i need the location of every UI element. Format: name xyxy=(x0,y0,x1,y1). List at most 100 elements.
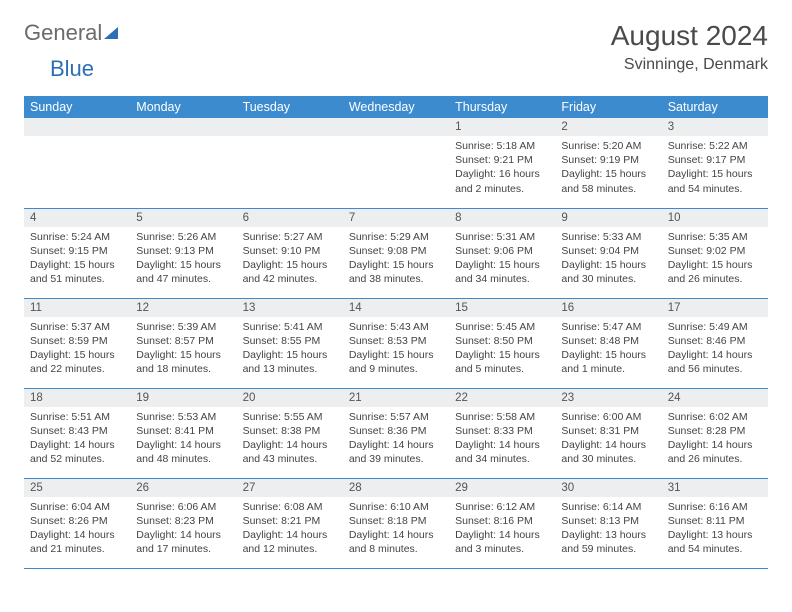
calendar-cell: 25Sunrise: 6:04 AMSunset: 8:26 PMDayligh… xyxy=(24,478,130,568)
calendar-cell: 7Sunrise: 5:29 AMSunset: 9:08 PMDaylight… xyxy=(343,208,449,298)
calendar-cell: 4Sunrise: 5:24 AMSunset: 9:15 PMDaylight… xyxy=(24,208,130,298)
calendar-cell: 9Sunrise: 5:33 AMSunset: 9:04 PMDaylight… xyxy=(555,208,661,298)
location-label: Svinninge, Denmark xyxy=(611,56,768,74)
calendar-cell: 13Sunrise: 5:41 AMSunset: 8:55 PMDayligh… xyxy=(237,298,343,388)
day-number: 21 xyxy=(343,389,449,407)
weekday-header: Sunday xyxy=(24,96,130,118)
page-title: August 2024 xyxy=(611,20,768,52)
day-body: Sunrise: 5:20 AMSunset: 9:19 PMDaylight:… xyxy=(555,136,661,200)
day-number: 10 xyxy=(662,209,768,227)
day-body: Sunrise: 6:02 AMSunset: 8:28 PMDaylight:… xyxy=(662,407,768,471)
calendar-head: SundayMondayTuesdayWednesdayThursdayFrid… xyxy=(24,96,768,118)
day-number: 16 xyxy=(555,299,661,317)
day-number: 18 xyxy=(24,389,130,407)
day-number: 22 xyxy=(449,389,555,407)
day-body: Sunrise: 6:00 AMSunset: 8:31 PMDaylight:… xyxy=(555,407,661,471)
day-number: 31 xyxy=(662,479,768,497)
calendar-cell: 27Sunrise: 6:08 AMSunset: 8:21 PMDayligh… xyxy=(237,478,343,568)
day-number: 28 xyxy=(343,479,449,497)
day-body: Sunrise: 6:16 AMSunset: 8:11 PMDaylight:… xyxy=(662,497,768,561)
day-number: 14 xyxy=(343,299,449,317)
day-number: 26 xyxy=(130,479,236,497)
day-body: Sunrise: 5:31 AMSunset: 9:06 PMDaylight:… xyxy=(449,227,555,291)
calendar-cell: 26Sunrise: 6:06 AMSunset: 8:23 PMDayligh… xyxy=(130,478,236,568)
day-body xyxy=(237,136,343,143)
day-number: 9 xyxy=(555,209,661,227)
day-number: 8 xyxy=(449,209,555,227)
calendar-cell xyxy=(343,118,449,208)
day-body xyxy=(343,136,449,143)
calendar-cell xyxy=(24,118,130,208)
day-number: 24 xyxy=(662,389,768,407)
day-body xyxy=(24,136,130,143)
day-number xyxy=(24,118,130,136)
day-number xyxy=(343,118,449,136)
calendar-table: SundayMondayTuesdayWednesdayThursdayFrid… xyxy=(24,96,768,569)
weekday-header: Wednesday xyxy=(343,96,449,118)
day-number: 17 xyxy=(662,299,768,317)
calendar-cell: 10Sunrise: 5:35 AMSunset: 9:02 PMDayligh… xyxy=(662,208,768,298)
logo-word1: General xyxy=(24,20,102,46)
weekday-header: Monday xyxy=(130,96,236,118)
calendar-cell: 3Sunrise: 5:22 AMSunset: 9:17 PMDaylight… xyxy=(662,118,768,208)
day-body: Sunrise: 5:37 AMSunset: 8:59 PMDaylight:… xyxy=(24,317,130,381)
day-number: 27 xyxy=(237,479,343,497)
calendar-cell: 19Sunrise: 5:53 AMSunset: 8:41 PMDayligh… xyxy=(130,388,236,478)
title-block: August 2024 Svinninge, Denmark xyxy=(611,20,768,74)
calendar-cell: 21Sunrise: 5:57 AMSunset: 8:36 PMDayligh… xyxy=(343,388,449,478)
calendar-cell xyxy=(130,118,236,208)
calendar-week-row: 4Sunrise: 5:24 AMSunset: 9:15 PMDaylight… xyxy=(24,208,768,298)
day-body: Sunrise: 5:33 AMSunset: 9:04 PMDaylight:… xyxy=(555,227,661,291)
day-number: 6 xyxy=(237,209,343,227)
calendar-cell: 11Sunrise: 5:37 AMSunset: 8:59 PMDayligh… xyxy=(24,298,130,388)
day-number: 7 xyxy=(343,209,449,227)
day-body: Sunrise: 6:04 AMSunset: 8:26 PMDaylight:… xyxy=(24,497,130,561)
day-body: Sunrise: 5:55 AMSunset: 8:38 PMDaylight:… xyxy=(237,407,343,471)
calendar-cell: 1Sunrise: 5:18 AMSunset: 9:21 PMDaylight… xyxy=(449,118,555,208)
day-body: Sunrise: 5:51 AMSunset: 8:43 PMDaylight:… xyxy=(24,407,130,471)
calendar-cell: 5Sunrise: 5:26 AMSunset: 9:13 PMDaylight… xyxy=(130,208,236,298)
day-number: 11 xyxy=(24,299,130,317)
day-number: 19 xyxy=(130,389,236,407)
day-number: 13 xyxy=(237,299,343,317)
calendar-week-row: 1Sunrise: 5:18 AMSunset: 9:21 PMDaylight… xyxy=(24,118,768,208)
day-body: Sunrise: 6:10 AMSunset: 8:18 PMDaylight:… xyxy=(343,497,449,561)
calendar-cell: 6Sunrise: 5:27 AMSunset: 9:10 PMDaylight… xyxy=(237,208,343,298)
day-number: 20 xyxy=(237,389,343,407)
calendar-cell: 28Sunrise: 6:10 AMSunset: 8:18 PMDayligh… xyxy=(343,478,449,568)
calendar-body: 1Sunrise: 5:18 AMSunset: 9:21 PMDaylight… xyxy=(24,118,768,568)
calendar-cell: 17Sunrise: 5:49 AMSunset: 8:46 PMDayligh… xyxy=(662,298,768,388)
day-number: 23 xyxy=(555,389,661,407)
day-number: 2 xyxy=(555,118,661,136)
calendar-cell: 15Sunrise: 5:45 AMSunset: 8:50 PMDayligh… xyxy=(449,298,555,388)
calendar-week-row: 18Sunrise: 5:51 AMSunset: 8:43 PMDayligh… xyxy=(24,388,768,478)
calendar-week-row: 25Sunrise: 6:04 AMSunset: 8:26 PMDayligh… xyxy=(24,478,768,568)
calendar-cell xyxy=(237,118,343,208)
day-number: 5 xyxy=(130,209,236,227)
day-number: 3 xyxy=(662,118,768,136)
day-body: Sunrise: 5:18 AMSunset: 9:21 PMDaylight:… xyxy=(449,136,555,200)
day-number xyxy=(130,118,236,136)
calendar-cell: 29Sunrise: 6:12 AMSunset: 8:16 PMDayligh… xyxy=(449,478,555,568)
day-body: Sunrise: 5:47 AMSunset: 8:48 PMDaylight:… xyxy=(555,317,661,381)
day-number: 1 xyxy=(449,118,555,136)
day-body: Sunrise: 6:12 AMSunset: 8:16 PMDaylight:… xyxy=(449,497,555,561)
day-body: Sunrise: 5:41 AMSunset: 8:55 PMDaylight:… xyxy=(237,317,343,381)
day-body: Sunrise: 5:45 AMSunset: 8:50 PMDaylight:… xyxy=(449,317,555,381)
calendar-cell: 2Sunrise: 5:20 AMSunset: 9:19 PMDaylight… xyxy=(555,118,661,208)
calendar-cell: 30Sunrise: 6:14 AMSunset: 8:13 PMDayligh… xyxy=(555,478,661,568)
day-number: 15 xyxy=(449,299,555,317)
weekday-header: Friday xyxy=(555,96,661,118)
day-body: Sunrise: 5:27 AMSunset: 9:10 PMDaylight:… xyxy=(237,227,343,291)
day-body: Sunrise: 5:43 AMSunset: 8:53 PMDaylight:… xyxy=(343,317,449,381)
calendar-cell: 31Sunrise: 6:16 AMSunset: 8:11 PMDayligh… xyxy=(662,478,768,568)
day-body: Sunrise: 6:14 AMSunset: 8:13 PMDaylight:… xyxy=(555,497,661,561)
day-body xyxy=(130,136,236,143)
day-body: Sunrise: 5:53 AMSunset: 8:41 PMDaylight:… xyxy=(130,407,236,471)
day-number: 30 xyxy=(555,479,661,497)
calendar-cell: 23Sunrise: 6:00 AMSunset: 8:31 PMDayligh… xyxy=(555,388,661,478)
calendar-cell: 14Sunrise: 5:43 AMSunset: 8:53 PMDayligh… xyxy=(343,298,449,388)
day-body: Sunrise: 5:29 AMSunset: 9:08 PMDaylight:… xyxy=(343,227,449,291)
day-number: 4 xyxy=(24,209,130,227)
calendar-week-row: 11Sunrise: 5:37 AMSunset: 8:59 PMDayligh… xyxy=(24,298,768,388)
